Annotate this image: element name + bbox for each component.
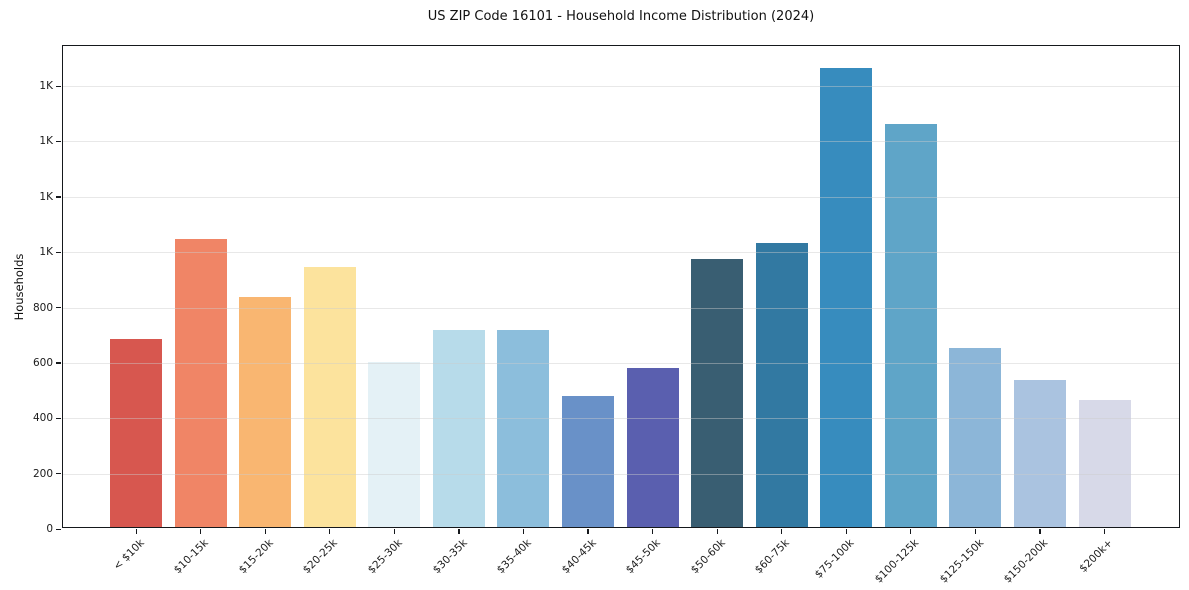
y-tick-mark [56,307,61,309]
bar [1078,399,1131,527]
x-tick-label: $35-40k [494,537,534,577]
x-tick-mark [1104,529,1106,534]
x-tick-mark [264,529,266,534]
x-tick-label: $200k+ [1077,537,1115,575]
x-tick-mark [781,529,783,534]
bar [755,243,808,527]
bar [691,258,744,527]
x-tick-mark [910,529,912,534]
y-tick-label: 1K [39,135,53,148]
y-tick-label: 200 [32,467,53,480]
x-tick-mark [393,529,395,534]
bar [303,266,356,527]
y-tick-mark [56,196,61,198]
bar [110,338,162,527]
x-tick-label: $50-60k [688,537,728,577]
x-tick-mark [587,529,589,534]
y-tick-label: 1K [39,80,53,93]
x-tick-label: $150-200k [1001,537,1051,586]
chart-title: US ZIP Code 16101 - Household Income Dis… [427,9,815,24]
y-tick-mark [56,85,61,87]
x-tick-label: $75-100k [812,537,857,581]
x-tick-label: $125-150k [937,537,986,586]
y-tick-label: 800 [32,301,53,314]
bar [432,330,485,527]
x-tick-mark [716,529,718,534]
x-tick-mark [522,529,525,534]
x-tick-mark [974,529,977,534]
y-tick-mark [56,251,61,253]
y-tick-mark [56,528,61,530]
bar [368,362,421,527]
x-tick-label: $10-15k [171,537,212,577]
bar [1013,380,1066,527]
y-tick-mark [56,417,61,419]
y-tick-mark [56,473,61,475]
x-tick-label: $30-35k [430,537,470,577]
x-tick-mark [845,529,847,534]
x-tick-label: $45-50k [623,537,664,577]
y-tick-label: 1K [39,190,53,203]
y-tick-mark [56,362,61,364]
y-tick-label: 0 [46,523,53,535]
x-tick-label: $25-30k [365,537,405,577]
bar [820,67,873,527]
bar [626,367,679,527]
bars-layer [63,46,1179,527]
bar [174,239,227,527]
y-tick-label: 400 [32,412,53,425]
x-tick-label: $60-75k [753,537,793,577]
bar [239,297,292,527]
x-tick-label: $20-25k [301,537,341,577]
y-tick-mark [56,140,61,143]
bar [561,395,614,527]
x-tick-mark [652,529,654,534]
bar [884,124,937,527]
x-tick-label: $15-20k [236,537,276,577]
x-tick-mark [135,529,137,534]
x-tick-label: $40-45k [559,537,599,577]
y-tick-label: 600 [32,356,53,369]
plot-area: < $10k $10-15k $15-20k $20-25k $25-30k $30-35… [33,45,1180,586]
x-tick-label: $100-125k [872,537,922,586]
x-tick-mark [458,529,460,534]
bar [949,348,1002,527]
x-tick-mark [329,529,331,534]
bar [497,330,550,527]
x-tick-mark [200,529,202,534]
x-tick-mark [1039,529,1041,534]
y-tick-label: 1K [39,246,53,259]
x-tick-label: < $10k [110,537,147,573]
